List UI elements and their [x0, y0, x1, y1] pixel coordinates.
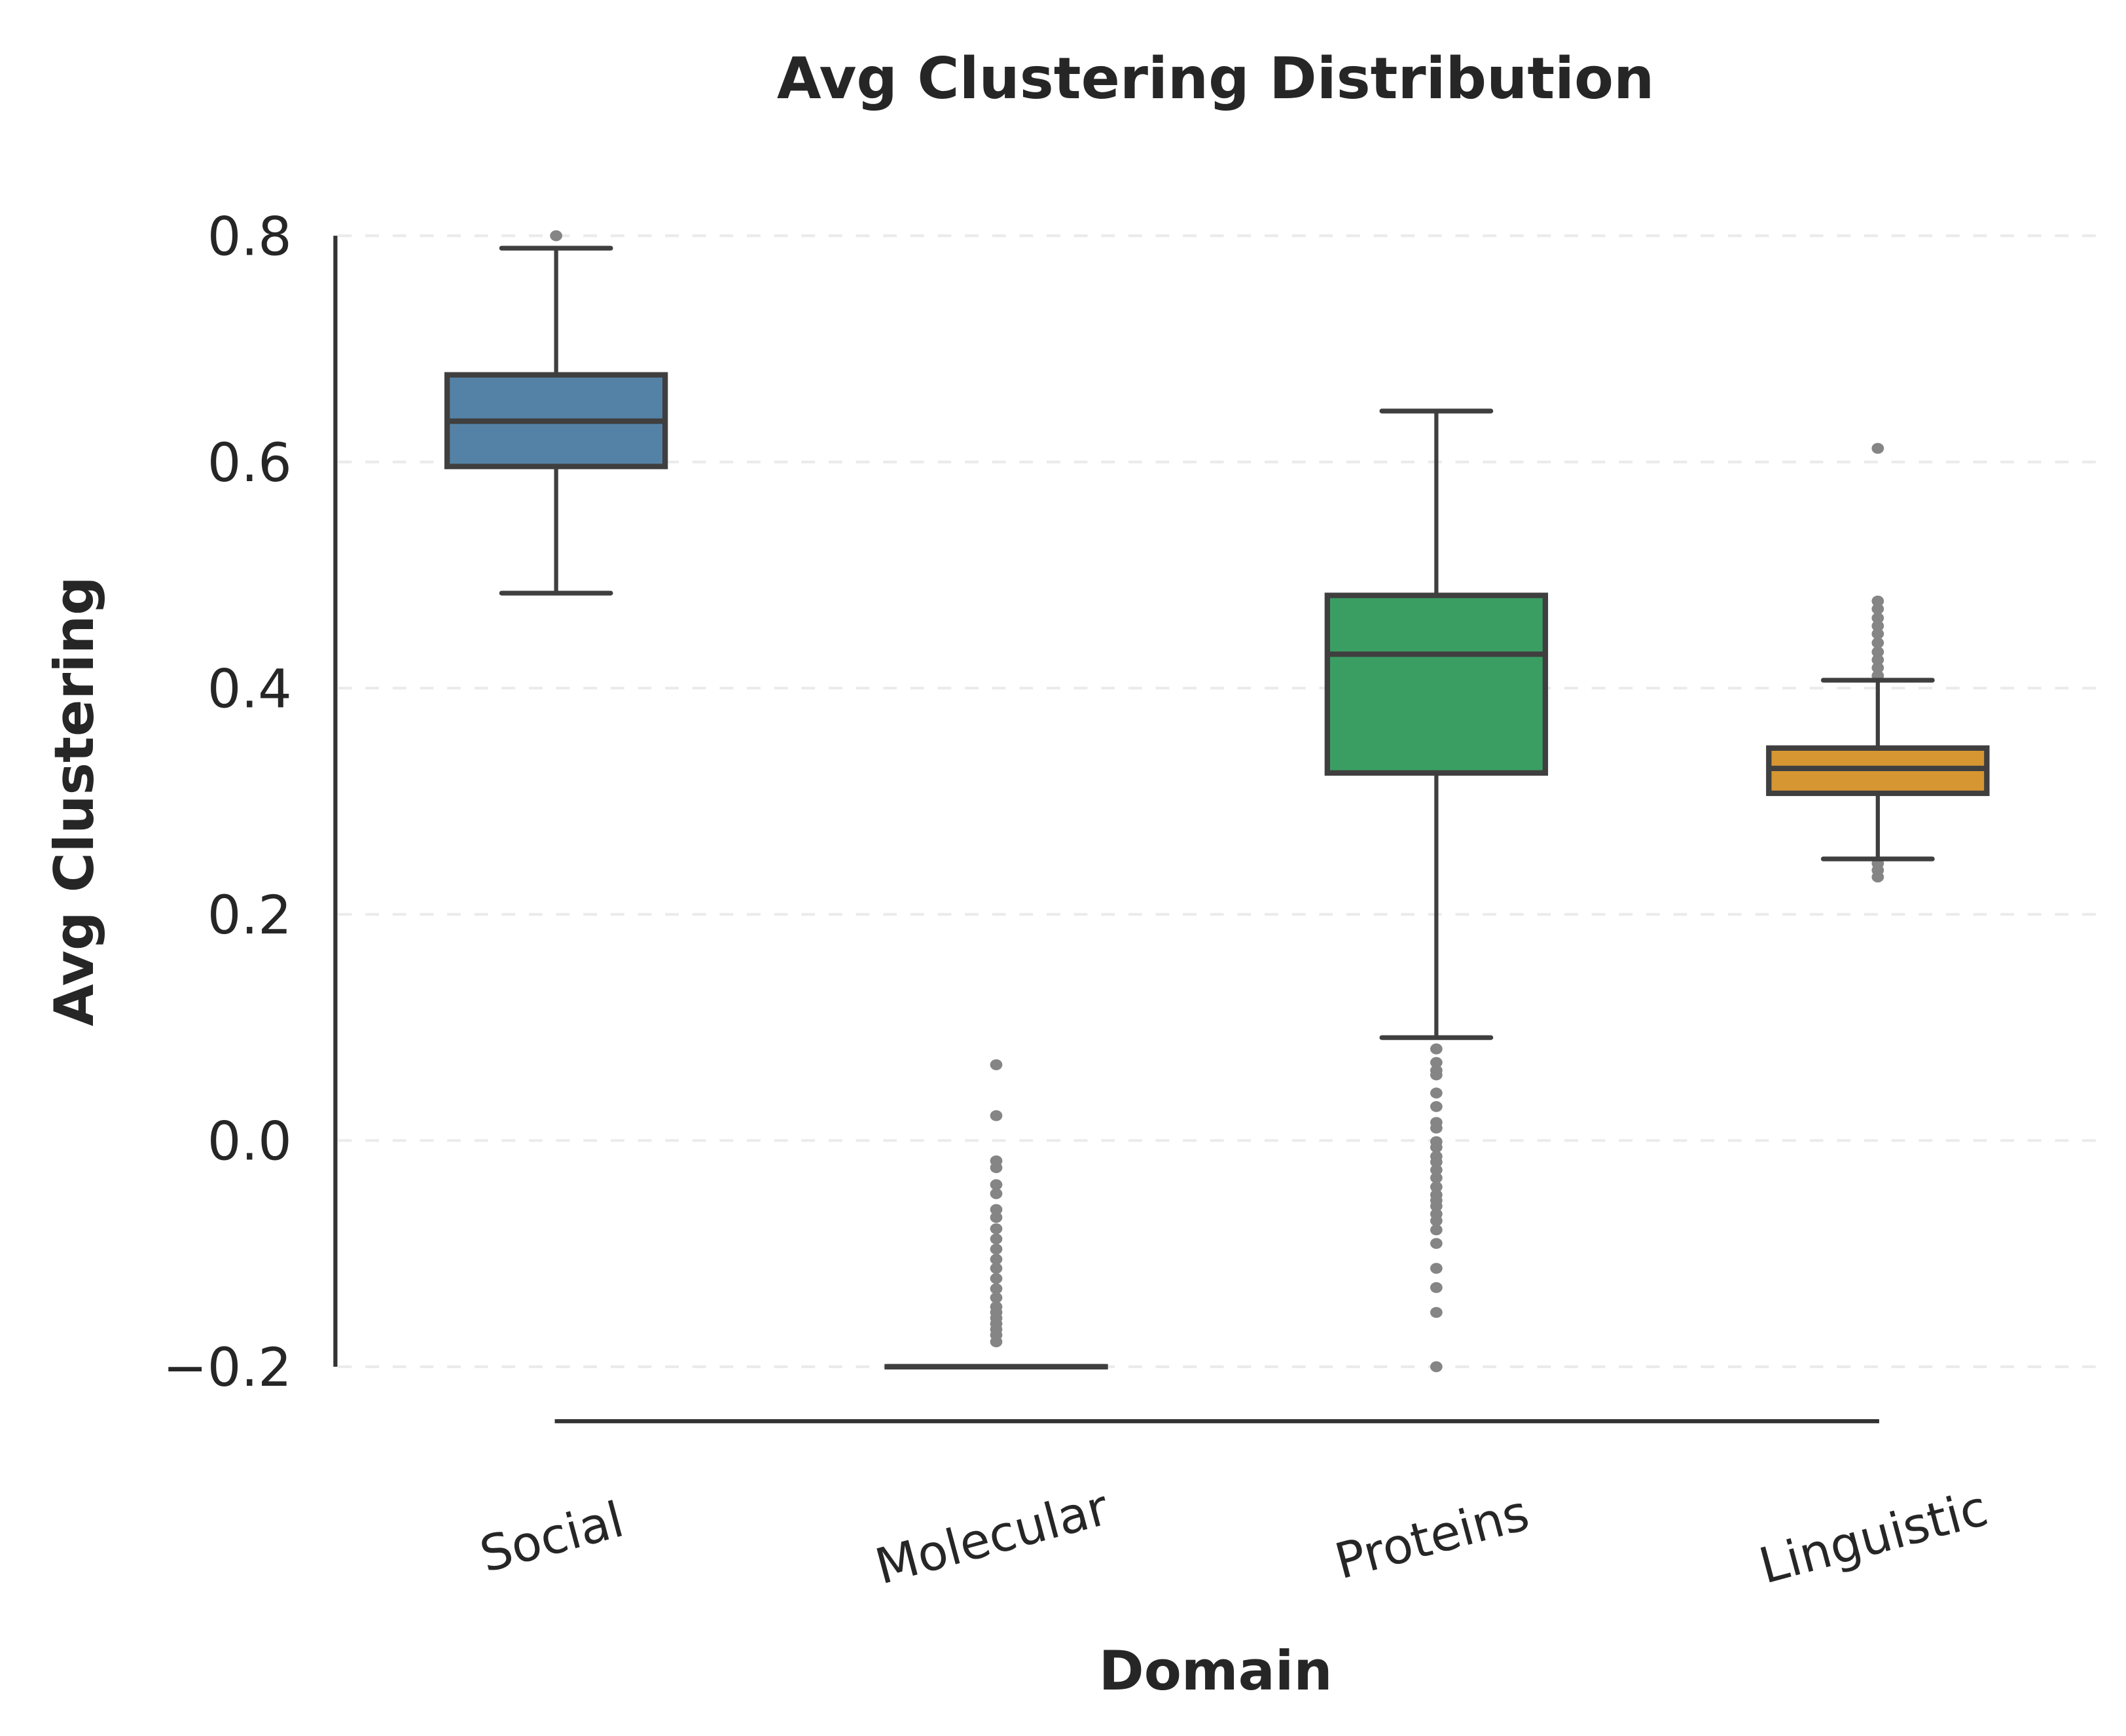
outlier-point [990, 1273, 1003, 1284]
outlier-point [550, 230, 562, 242]
outlier-point [1430, 1069, 1443, 1081]
y-axis-ticks: −0.2 0.0 0.2 0.4 0.6 0.8 [163, 206, 292, 1399]
outlier-point [990, 1212, 1003, 1223]
outlier-point [990, 1179, 1003, 1191]
outlier-point [1430, 1201, 1443, 1212]
outlier-point [990, 1263, 1003, 1274]
outlier-point [990, 1336, 1003, 1348]
outlier-point [1430, 1282, 1443, 1293]
y-tick-label: 0.2 [207, 885, 292, 947]
y-axis-label: Avg Clustering [43, 576, 106, 1026]
outlier-point [1430, 1263, 1443, 1274]
x-tick-label: Molecular [869, 1478, 1114, 1595]
x-tick-label: Social [474, 1491, 629, 1583]
boxes [444, 230, 1990, 1373]
outlier-point [990, 1204, 1003, 1216]
outlier-point [1871, 646, 1884, 658]
outlier-point [1430, 1043, 1443, 1055]
outlier-point [990, 1292, 1003, 1303]
outlier-point [1871, 662, 1884, 674]
y-tick-label: 0.4 [207, 659, 292, 720]
outlier-point [1871, 595, 1884, 607]
box-social [444, 230, 668, 596]
outlier-point [1430, 1215, 1443, 1227]
outlier-point [1430, 1172, 1443, 1184]
x-tick-label: Proteins [1329, 1483, 1535, 1590]
x-axis-ticks: Social Molecular Proteins Linguistic [474, 1478, 1993, 1595]
y-tick-label: 0.8 [207, 206, 292, 268]
outlier-point [990, 1162, 1003, 1174]
outlier-point [990, 1283, 1003, 1294]
x-tick-label: Linguistic [1754, 1479, 1994, 1595]
outlier-point [1430, 1307, 1443, 1318]
outlier-point [1871, 612, 1884, 624]
x-axis-label: Domain [1099, 1639, 1333, 1703]
outlier-point [990, 1233, 1003, 1244]
outlier-point [1871, 637, 1884, 649]
y-tick-label: −0.2 [163, 1337, 292, 1399]
y-tick-label: 0.6 [207, 433, 292, 494]
outlier-point [1430, 1164, 1443, 1176]
outlier-point [1430, 1101, 1443, 1112]
outlier-point [1430, 1122, 1443, 1134]
outlier-point [1871, 603, 1884, 615]
outlier-point [1430, 1181, 1443, 1193]
outlier-point [1430, 1057, 1443, 1068]
outlier-point [1871, 628, 1884, 640]
outlier-point [990, 1243, 1003, 1255]
box-molecular [884, 1059, 1108, 1370]
outlier-point [990, 1059, 1003, 1070]
outlier-point [990, 1254, 1003, 1265]
outlier-point [990, 1223, 1003, 1235]
outlier-point [1430, 1142, 1443, 1153]
box-linguistic [1766, 443, 1990, 883]
outlier-point [1430, 1361, 1443, 1373]
box-iqr [1324, 592, 1549, 776]
outlier-point [1430, 1238, 1443, 1249]
outlier-point [1871, 443, 1884, 454]
outlier-point [1871, 620, 1884, 632]
box-proteins [1324, 408, 1549, 1373]
outlier-point [1430, 1224, 1443, 1236]
outlier-point [1430, 1087, 1443, 1099]
outlier-point [1871, 654, 1884, 666]
y-tick-label: 0.0 [207, 1111, 292, 1172]
outlier-point [1430, 1156, 1443, 1168]
chart-title: Avg Clustering Distribution [777, 45, 1654, 112]
outlier-point [990, 1188, 1003, 1199]
outlier-point [990, 1110, 1003, 1121]
gridlines [338, 234, 2099, 1368]
outlier-point [1871, 871, 1884, 883]
